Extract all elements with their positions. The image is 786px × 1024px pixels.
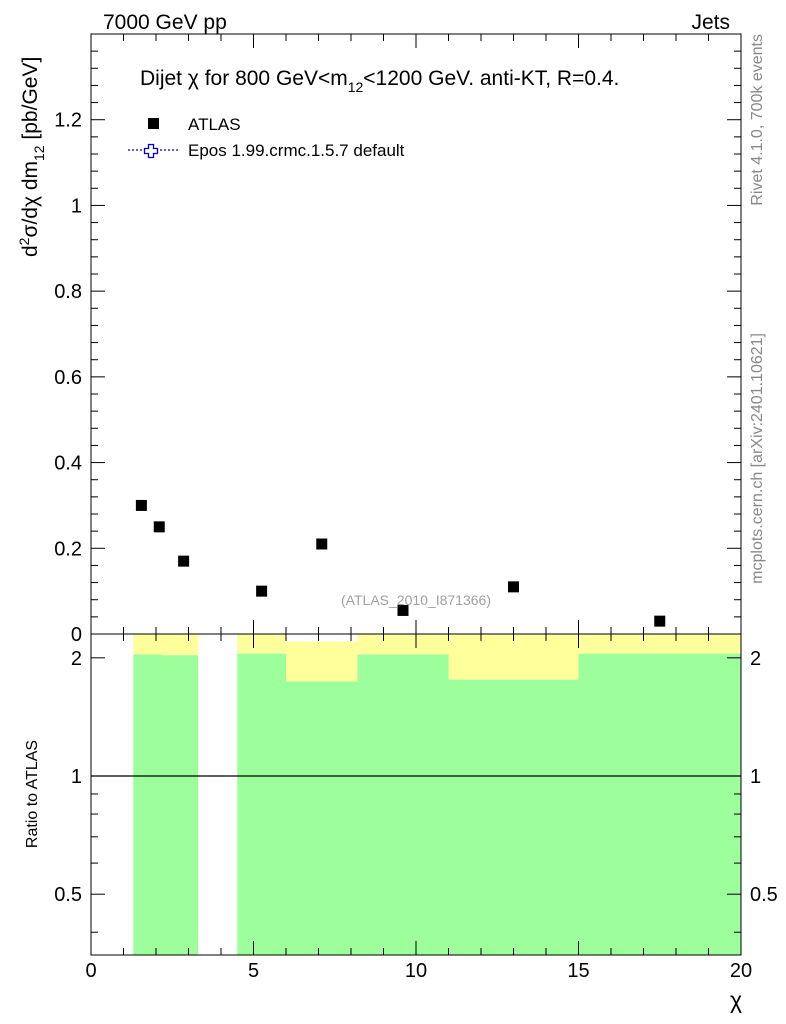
header-right: Jets	[691, 11, 730, 34]
ratio-plot-frame	[90, 633, 742, 956]
plot-title: Dijet χ for 800 GeV<m12<1200 GeV. anti-K…	[140, 67, 619, 95]
atlas-data-point	[153, 521, 165, 533]
ratio-y-axis-label: Ratio to ATLAS	[24, 740, 41, 848]
ratio-band-yellow-1	[162, 634, 199, 656]
ratio-band-green-4	[357, 654, 449, 955]
ratio-band-yellow-3	[286, 641, 358, 682]
atlas-data-point	[397, 604, 409, 616]
x-tick-label: 15	[567, 960, 589, 982]
ratio-y-tick-label-left: 0.5	[54, 884, 82, 906]
atlas-data-point	[135, 499, 147, 511]
y-tick-label: 0.4	[54, 453, 82, 475]
x-tick-label: 0	[85, 960, 96, 982]
analysis-watermark: (ATLAS_2010_I871366)	[341, 592, 491, 608]
ratio-band-yellow-2	[237, 634, 286, 654]
ratio-y-tick-label-right: 0.5	[750, 884, 778, 906]
y-tick-label: 0.2	[54, 538, 82, 560]
x-tick-label: 10	[405, 960, 427, 982]
atlas-data-point	[508, 581, 519, 593]
ratio-band-yellow-4	[357, 634, 449, 655]
mcplots-label: mcplots.cern.ch [arXiv:2401.10621]	[749, 333, 766, 584]
y-tick-label: 0	[71, 624, 82, 646]
x-axis-label: χ	[730, 987, 742, 1013]
ratio-band-green-5	[448, 679, 579, 955]
ratio-y-tick-label-right: 1	[750, 766, 761, 788]
atlas-data-point	[654, 615, 666, 627]
ratio-band-green-3	[286, 681, 358, 955]
ratio-band-green-2	[237, 653, 286, 955]
x-tick-label: 5	[248, 960, 259, 982]
atlas-data-point	[178, 555, 190, 567]
atlas-data-point	[256, 585, 268, 597]
x-tick-label: 20	[730, 960, 752, 982]
data-points	[135, 499, 666, 627]
y-tick-label: 1	[71, 195, 82, 217]
rivet-label: Rivet 4.1.0, 700k events	[749, 34, 766, 206]
legend-epos-marker	[128, 143, 178, 159]
ratio-bands	[91, 634, 741, 955]
ratio-band-yellow-5	[448, 634, 579, 680]
atlas-data-point	[316, 538, 328, 550]
ratio-y-tick-label-right: 2	[750, 648, 761, 670]
y-tick-label: 1.2	[54, 110, 82, 132]
ratio-band-green-0	[133, 654, 163, 955]
legend-atlas-marker	[148, 118, 159, 129]
ratio-y-tick-label-left: 1	[71, 766, 82, 788]
y-axis-label: d2σ/dχ dm12 [pb/GeV]	[16, 57, 47, 257]
ratio-band-yellow-0	[133, 634, 163, 655]
ratio-band-green-6	[578, 653, 741, 955]
ratio-band-green-1	[162, 655, 199, 955]
ratio-y-tick-label-left: 2	[71, 648, 82, 670]
ratio-band-yellow-6	[578, 634, 741, 654]
legend-epos-label: Epos 1.99.crmc.1.5.7 default	[188, 141, 405, 160]
y-tick-label: 0.6	[54, 367, 82, 389]
legend-atlas-label: ATLAS	[188, 115, 241, 134]
y-tick-label: 0.8	[54, 281, 82, 303]
axis-tick-labels: 0 5 10 15 20 0 0.2 0.4 0.6 0.8 1 1.2 0.5 0.5 1 1 2 2	[54, 110, 778, 982]
header-left: 7000 GeV pp	[103, 11, 227, 34]
